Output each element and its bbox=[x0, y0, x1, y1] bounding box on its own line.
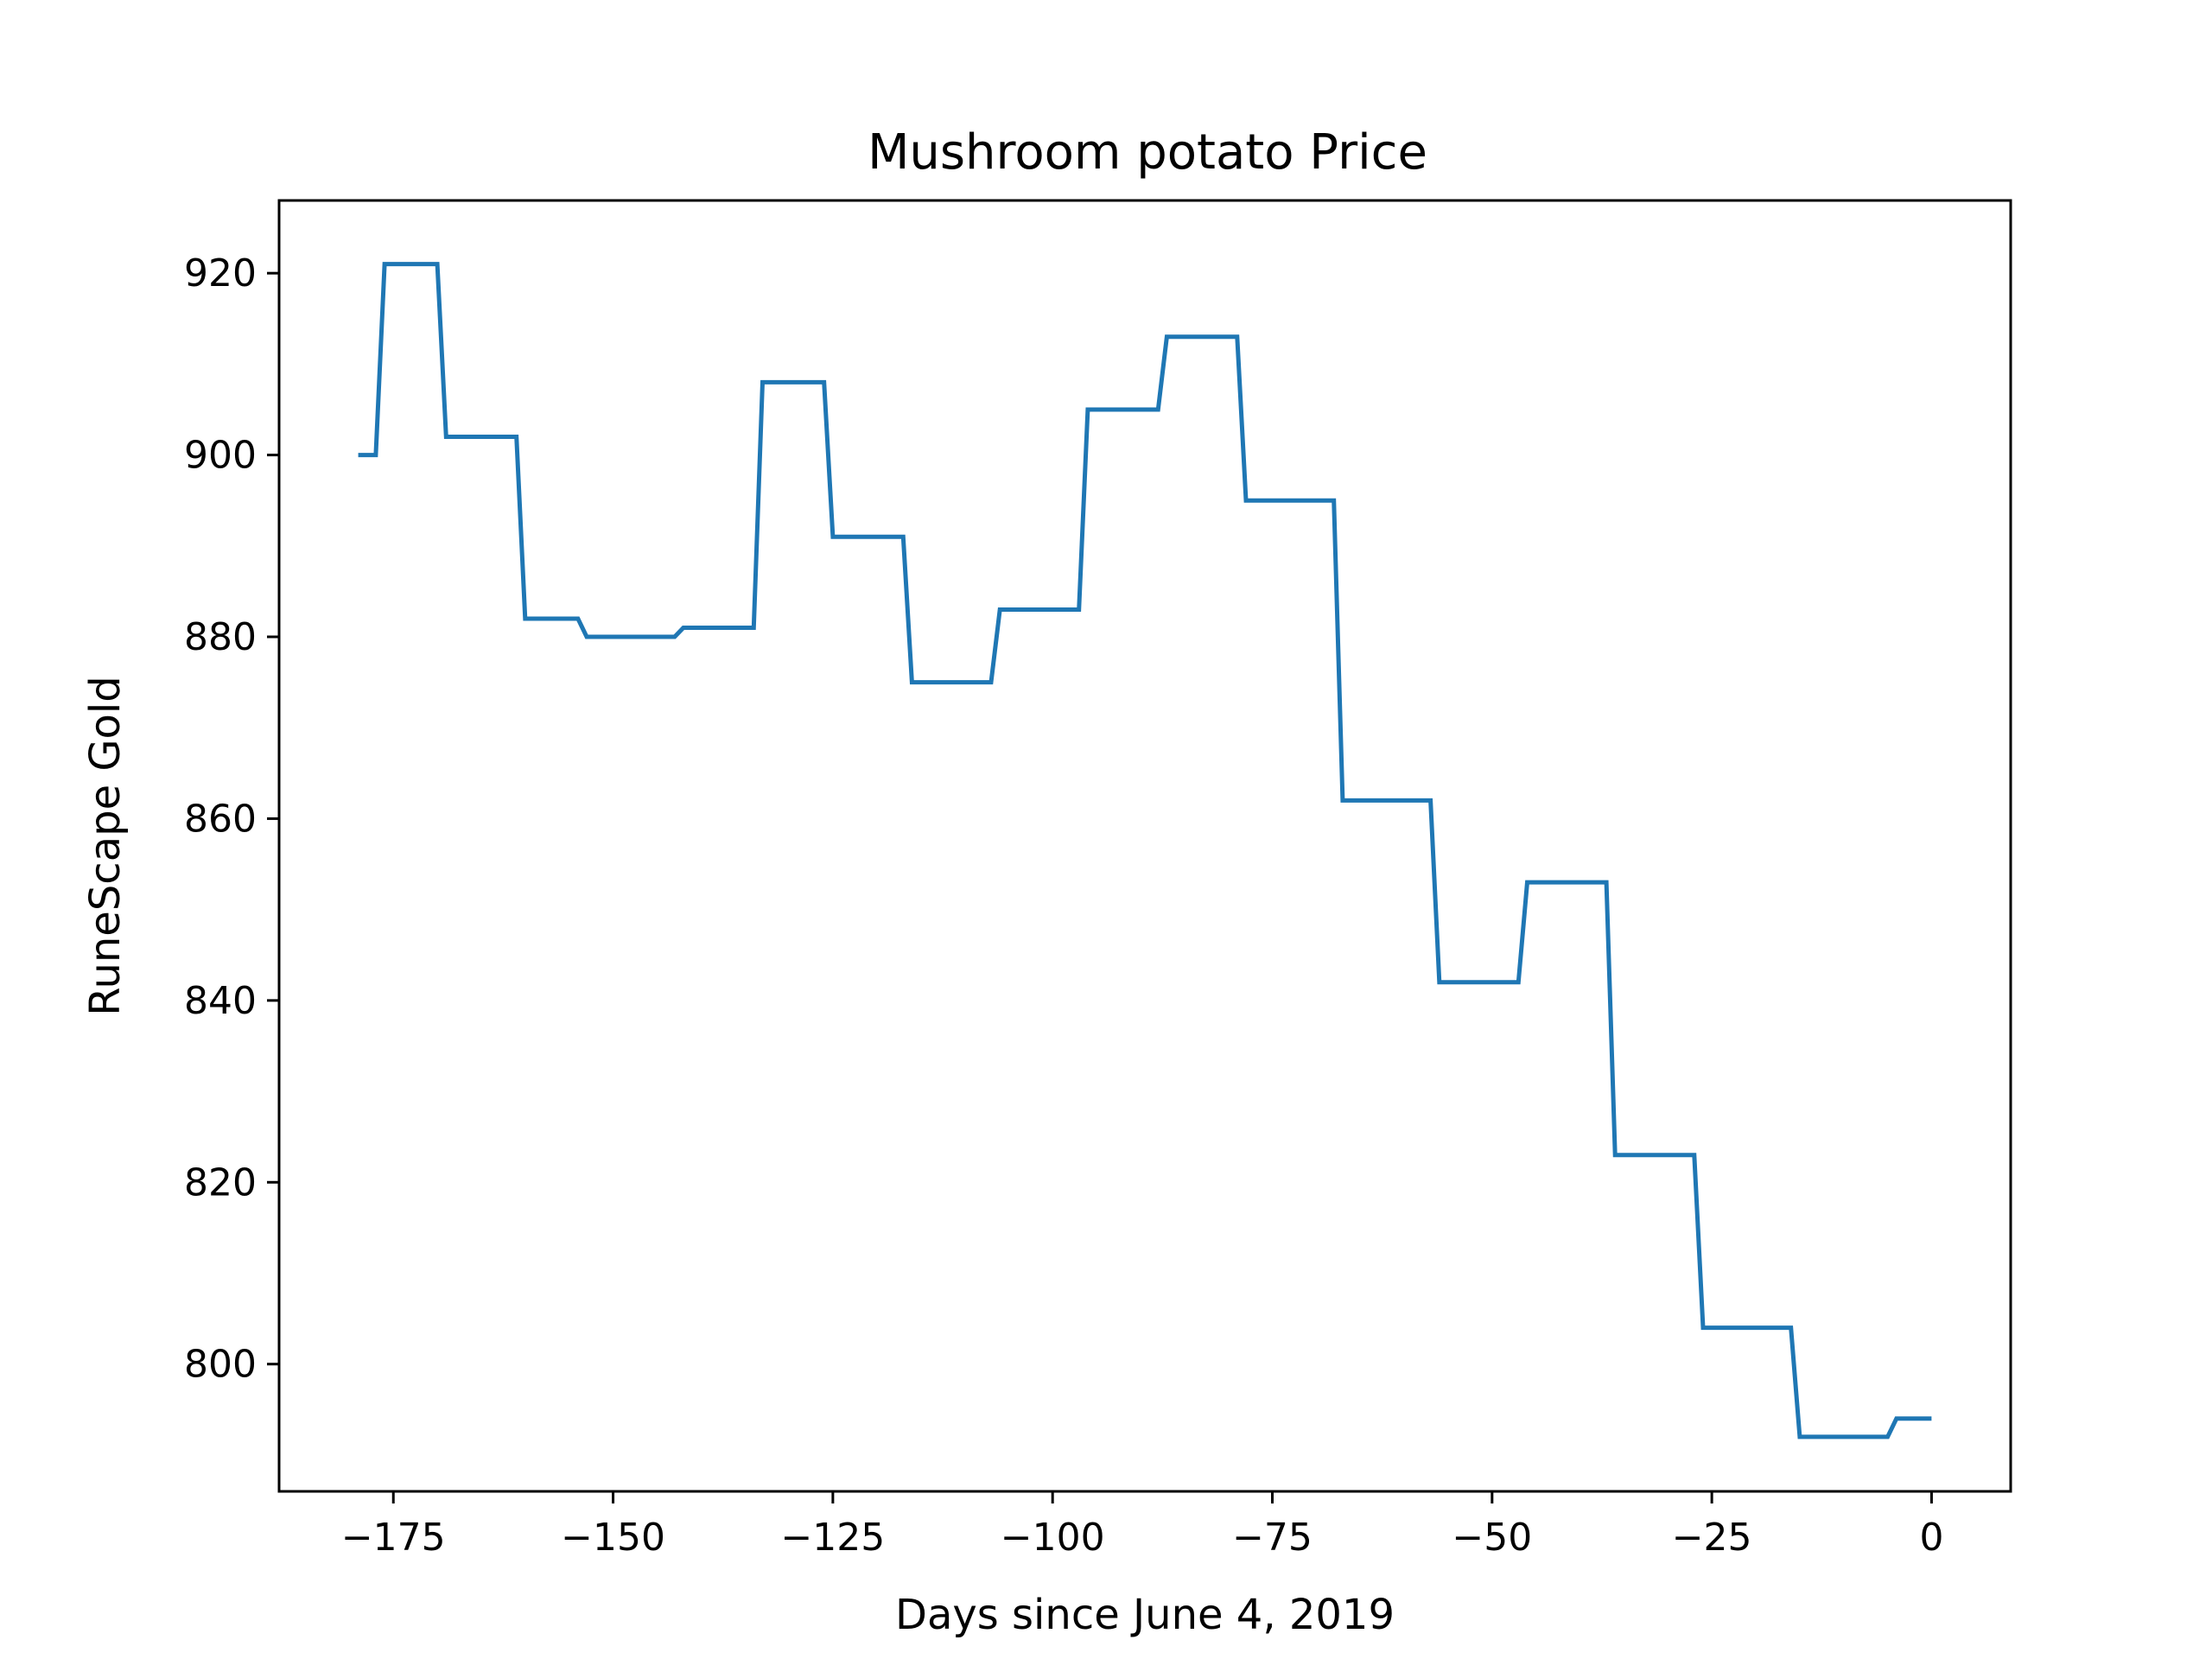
y-axis: 800 820 840 860 880 900 920 bbox=[184, 251, 279, 1387]
x-axis-label: Days since June 4, 2019 bbox=[895, 1591, 1395, 1639]
chart-title: Mushroom potato Price bbox=[868, 124, 1427, 181]
x-tick-label: −150 bbox=[561, 1516, 665, 1560]
x-tick-label: −100 bbox=[1001, 1516, 1105, 1560]
y-axis-label: RuneScape Gold bbox=[81, 676, 130, 1015]
y-tick-label: 820 bbox=[184, 1160, 257, 1205]
x-tick-label: −75 bbox=[1232, 1516, 1313, 1560]
x-tick-label: −175 bbox=[341, 1516, 446, 1560]
y-tick-label: 920 bbox=[184, 251, 257, 296]
x-axis: −175 −150 −125 −100 −75 −50 −25 0 bbox=[341, 1491, 1943, 1560]
x-tick-label: −125 bbox=[780, 1516, 885, 1560]
y-tick-label: 800 bbox=[184, 1343, 257, 1387]
plot-area bbox=[358, 262, 1932, 1440]
y-tick-label: 840 bbox=[184, 979, 257, 1023]
x-tick-label: −50 bbox=[1452, 1516, 1532, 1560]
x-tick-label: 0 bbox=[1919, 1516, 1943, 1560]
plot-frame bbox=[277, 199, 2012, 1493]
price-series-line-0 bbox=[358, 262, 1932, 1440]
x-tick-label: −25 bbox=[1672, 1516, 1752, 1560]
y-tick-label: 860 bbox=[184, 797, 257, 841]
y-tick-label: 880 bbox=[184, 615, 257, 659]
y-tick-label: 900 bbox=[184, 434, 257, 478]
